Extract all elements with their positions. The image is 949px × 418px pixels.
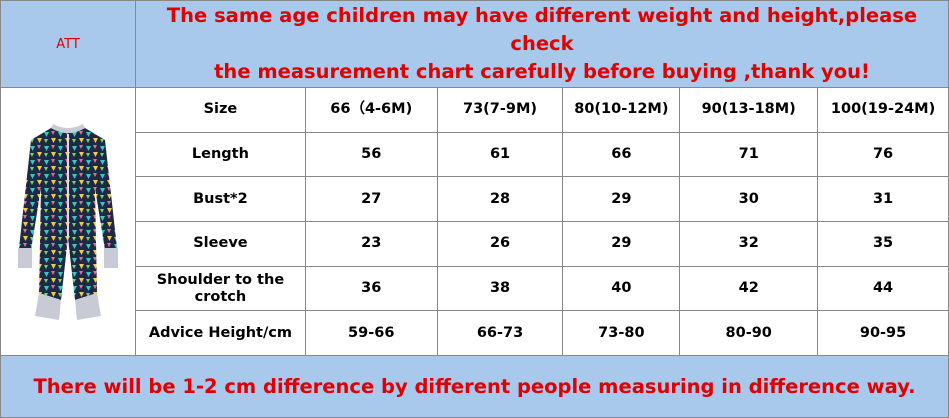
row-label: Length bbox=[135, 131, 306, 178]
table-cell: 66（4-6M) bbox=[304, 87, 438, 133]
table-row: Sleeve 23 26 29 32 35 bbox=[135, 221, 949, 267]
table-cell: 56 bbox=[304, 131, 438, 178]
table-cell: 28 bbox=[436, 176, 564, 223]
table-cell: 66-73 bbox=[436, 310, 564, 357]
table-cell: 44 bbox=[817, 265, 949, 312]
row-label: Shoulder to the crotch bbox=[135, 265, 306, 312]
table-row: Advice Height/cm 59-66 66-73 73-80 80-90 90-9… bbox=[135, 310, 949, 357]
table-cell: 23 bbox=[304, 221, 438, 267]
table-cell: 90-95 bbox=[817, 310, 949, 357]
table-cell: 42 bbox=[679, 265, 819, 312]
product-image bbox=[0, 87, 136, 356]
table-cell: 40 bbox=[562, 265, 681, 312]
table-cell: 80(10-12M) bbox=[562, 87, 681, 133]
table-cell: 61 bbox=[436, 131, 564, 178]
table-cell: 26 bbox=[436, 221, 564, 267]
table-cell: 90(13-18M) bbox=[679, 87, 819, 133]
table-cell: 30 bbox=[679, 176, 819, 223]
notice-line: The same age children may have different… bbox=[166, 4, 918, 55]
table-row: Size 66（4-6M) 73(7-9M) 80(10-12M) 90(13-18M)… bbox=[135, 87, 949, 133]
table-cell: 38 bbox=[436, 265, 564, 312]
footer-note: There will be 1-2 cm difference by diffe… bbox=[0, 355, 949, 418]
table-cell: 36 bbox=[304, 265, 438, 312]
row-label: Sleeve bbox=[135, 221, 306, 267]
table-cell: 80-90 bbox=[679, 310, 819, 357]
table-cell: 32 bbox=[679, 221, 819, 267]
table-cell: 29 bbox=[562, 176, 681, 223]
table-cell: 100(19-24M) bbox=[817, 87, 949, 133]
romper-illustration bbox=[18, 124, 118, 320]
table-cell: 29 bbox=[562, 221, 681, 267]
table-row: Length 56 61 66 71 76 bbox=[135, 131, 949, 178]
row-label: Bust*2 bbox=[135, 176, 306, 223]
table-cell: 73(7-9M) bbox=[436, 87, 564, 133]
row-label: Advice Height/cm bbox=[135, 310, 306, 357]
table-cell: 27 bbox=[304, 176, 438, 223]
table-cell: 66 bbox=[562, 131, 681, 178]
table-row: Bust*2 27 28 29 30 31 bbox=[135, 176, 949, 223]
notice: The same age children may have different… bbox=[135, 0, 949, 88]
table-cell: 59-66 bbox=[304, 310, 438, 357]
size-table: Size 66（4-6M) 73(7-9M) 80(10-12M) 90(13-18M)… bbox=[135, 87, 949, 357]
table-cell: 31 bbox=[817, 176, 949, 223]
table-cell: 71 bbox=[679, 131, 819, 178]
table-row: Shoulder to the crotch 36 38 40 42 44 bbox=[135, 265, 949, 312]
table-cell: 76 bbox=[817, 131, 949, 178]
table-cell: 35 bbox=[817, 221, 949, 267]
att-label: ATT bbox=[0, 0, 136, 88]
row-label: Size bbox=[135, 87, 306, 133]
table-cell: 73-80 bbox=[562, 310, 681, 357]
notice-line: the measurement chart carefully before b… bbox=[214, 60, 870, 83]
